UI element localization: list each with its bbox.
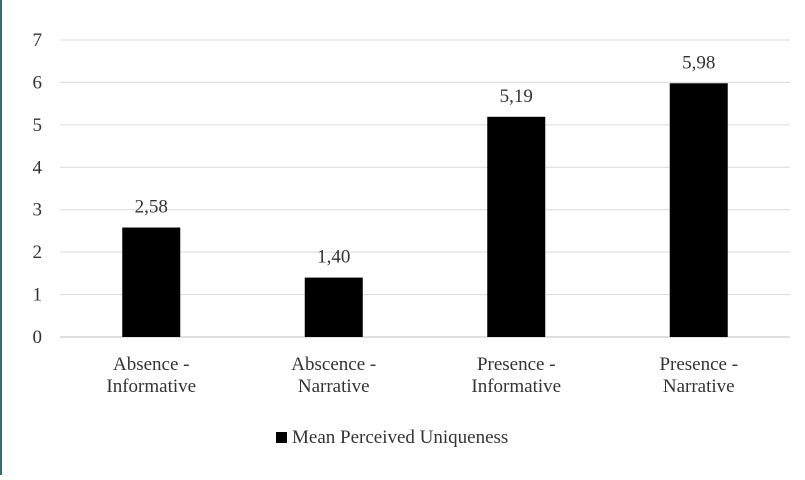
y-tick-label: 5 <box>33 115 43 136</box>
y-tick-label: 0 <box>33 327 43 348</box>
x-tick-label: Abscence -Narrative <box>291 354 376 397</box>
x-tick-label: Absence -Informative <box>106 354 196 397</box>
x-tick-label-line: Presence - <box>659 354 738 375</box>
bar <box>487 116 546 337</box>
gridlines <box>60 39 790 338</box>
y-tick-label: 6 <box>33 72 43 93</box>
y-axis-ticks: 0 1 2 3 4 5 6 7 <box>33 30 43 348</box>
data-label: 5,98 <box>682 52 715 73</box>
x-tick-label-line: Narrative <box>663 376 735 397</box>
x-tick-label-line: Narrative <box>298 376 370 397</box>
y-tick-label: 7 <box>33 30 43 51</box>
x-tick-label-line: Informative <box>471 376 561 397</box>
legend-swatch <box>276 432 287 443</box>
x-tick-label: Presence -Narrative <box>659 354 738 397</box>
y-tick-label: 2 <box>33 242 43 263</box>
x-tick-label: Presence -Informative <box>471 354 561 397</box>
y-tick-label: 1 <box>33 285 43 306</box>
bars <box>122 83 728 337</box>
legend: Mean Perceived Uniqueness <box>276 427 508 448</box>
data-label: 2,58 <box>135 197 168 218</box>
x-tick-label-line: Presence - <box>477 354 556 375</box>
data-label: 1,40 <box>317 247 350 268</box>
x-tick-label-line: Informative <box>106 376 196 397</box>
data-labels: 2,58 1,40 5,19 5,98 <box>135 52 716 267</box>
y-tick-label: 4 <box>33 157 43 178</box>
bar <box>669 83 728 337</box>
x-tick-label-line: Absence - <box>113 354 190 375</box>
x-tick-label-line: Abscence - <box>291 354 376 375</box>
y-tick-label: 3 <box>33 200 43 221</box>
bar <box>122 227 181 337</box>
legend-label: Mean Perceived Uniqueness <box>292 427 508 448</box>
bar <box>304 277 363 337</box>
data-label: 5,19 <box>500 86 533 107</box>
